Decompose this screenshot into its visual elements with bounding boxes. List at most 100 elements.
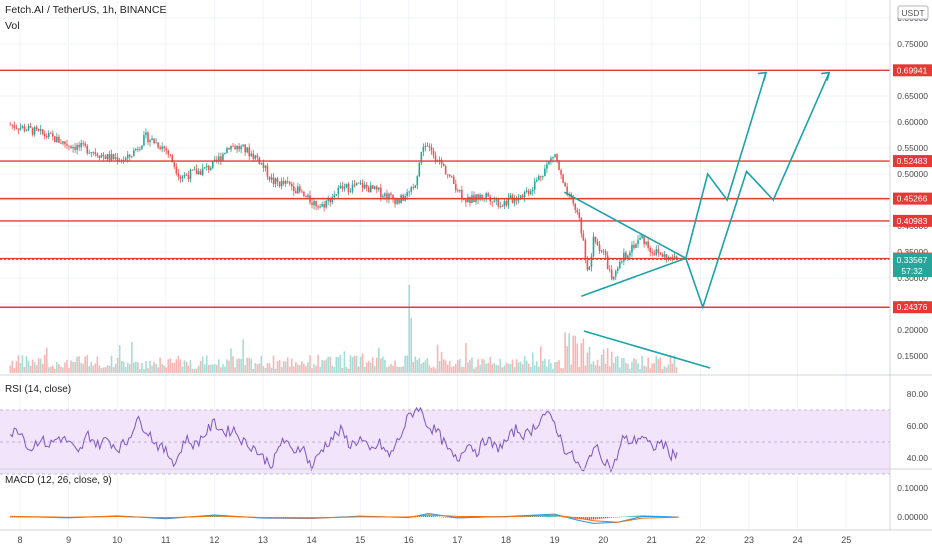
volume-bar — [673, 355, 676, 373]
macd-histogram-bar — [556, 516, 558, 517]
candle-body — [133, 150, 135, 157]
volume-bar — [610, 351, 613, 373]
volume-bar — [440, 351, 443, 373]
candle-body — [135, 149, 137, 151]
candle-body — [509, 195, 512, 198]
candle-body — [446, 174, 449, 176]
macd-title: MACD (12, 26, close, 9) — [5, 475, 112, 486]
volume-bar — [203, 364, 206, 373]
candle-body — [388, 193, 390, 200]
volume-bar — [133, 362, 135, 373]
volume-bar — [529, 366, 532, 373]
candle-body — [49, 132, 52, 134]
candle-body — [191, 169, 194, 171]
volume-trendline[interactable] — [583, 330, 711, 369]
price-tick-label: 0.75000 — [897, 39, 928, 49]
volume-bar — [558, 360, 560, 373]
volume-bar — [533, 365, 536, 373]
projection-arrowhead[interactable] — [821, 71, 831, 81]
macd-histogram-bar — [216, 516, 218, 517]
macd-histogram-bar — [293, 517, 295, 518]
candle-body — [209, 167, 212, 170]
volume-bar — [226, 359, 228, 373]
volume-bar — [118, 345, 121, 373]
candle-body — [33, 127, 36, 135]
volume-bar — [416, 359, 419, 373]
horizontal-levels[interactable] — [0, 69, 890, 308]
projection-arrowhead[interactable] — [757, 71, 768, 81]
price-tick-label: 0.35000 — [897, 247, 928, 257]
volume-bar — [457, 360, 459, 373]
candle-body — [62, 141, 64, 144]
triangle-lower-trendline[interactable] — [581, 257, 687, 297]
volume-bar — [388, 366, 390, 373]
projection-drawings[interactable] — [563, 71, 831, 369]
volume-bar — [21, 355, 24, 373]
candle-body — [72, 146, 74, 149]
volume-bar — [43, 354, 46, 373]
level-0-52483-badge — [893, 155, 932, 168]
volume-bar — [505, 362, 508, 373]
candle-body — [637, 239, 639, 245]
candle-body — [139, 148, 141, 150]
volume-bar — [491, 364, 494, 373]
macd-histogram-bar — [613, 517, 615, 518]
volume-bar — [313, 364, 315, 373]
macd-histogram-bar — [284, 517, 287, 518]
macd-histogram-bar — [608, 517, 611, 518]
time-axis[interactable]: 8 9 10 11 12 13 14 15 16 17 18 19 20 21 22 23 24 25 — [17, 535, 851, 545]
volume-bar — [623, 358, 625, 373]
macd-histogram-bar — [15, 517, 18, 518]
macd-histogram-bar — [625, 516, 627, 517]
volume-bar — [564, 332, 566, 373]
volume-bar — [248, 357, 251, 373]
volume-bar — [149, 360, 151, 373]
volume-bar — [205, 355, 208, 373]
volume-bar — [550, 363, 552, 373]
volume-bar — [349, 355, 352, 373]
candle-body — [556, 154, 558, 162]
volume-bar — [621, 358, 623, 373]
candle-body — [562, 174, 564, 183]
volume-bar — [363, 366, 366, 373]
macd-histogram-bar — [602, 517, 605, 519]
candle-body — [331, 197, 334, 203]
projection-path-1[interactable] — [685, 72, 767, 259]
macd-histogram-bar — [440, 516, 443, 518]
volume-bar — [266, 362, 269, 373]
macd-histogram-bar — [13, 517, 16, 518]
volume-bar — [15, 361, 18, 373]
candle-body — [580, 217, 583, 234]
candle-body — [457, 190, 459, 192]
macd-histogram-bar — [428, 515, 431, 517]
candle-body — [201, 168, 204, 175]
candle-body — [422, 146, 425, 152]
candle-body — [542, 176, 544, 178]
volume-bar — [35, 365, 38, 373]
volume-bar — [475, 366, 477, 373]
volume-bar — [9, 365, 12, 373]
price-tick-label: 0.50000 — [897, 169, 928, 179]
time-tick-label: 14 — [307, 535, 317, 545]
candle-body — [633, 244, 635, 248]
candle-body — [631, 244, 633, 253]
volume-bar — [258, 363, 261, 373]
projection-path-2[interactable] — [685, 72, 830, 310]
candle-body — [653, 253, 656, 255]
volume-bar — [139, 368, 141, 373]
time-tick-label: 21 — [647, 535, 657, 545]
candle-body — [588, 266, 591, 270]
volume-bar — [511, 359, 514, 373]
volume-bar — [244, 365, 246, 373]
signal-line — [10, 514, 679, 523]
macd-histogram-bar — [438, 516, 441, 518]
triangle-upper-trendline[interactable] — [563, 191, 687, 259]
volume-bar — [339, 354, 342, 373]
currency-badge[interactable]: USDT — [897, 5, 929, 20]
volume-bar — [448, 360, 451, 373]
rsi-title: RSI (14, close) — [5, 384, 71, 395]
pane-dividers[interactable] — [0, 0, 932, 531]
candle-body — [479, 194, 481, 200]
macd-histogram-bar — [637, 515, 639, 517]
